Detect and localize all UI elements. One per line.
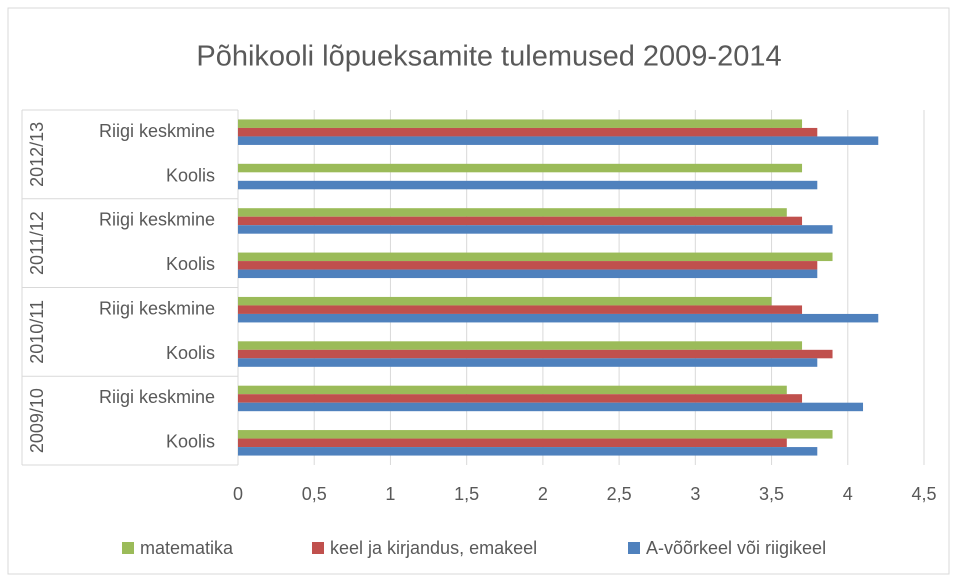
- x-tick-label: 3,5: [759, 484, 784, 504]
- group-label: 2010/11: [27, 300, 47, 364]
- bar: [238, 438, 787, 448]
- bar: [238, 447, 818, 456]
- category-label: Riigi keskmine: [99, 298, 215, 318]
- chart-border: [7, 7, 950, 575]
- legend-label: A-võõrkeel või riigikeel: [646, 538, 826, 558]
- bar: [238, 225, 833, 234]
- x-tick-label: 4: [843, 484, 853, 504]
- bar: [238, 261, 818, 270]
- x-tick-label: 1,5: [454, 484, 479, 504]
- bar: [238, 394, 803, 403]
- category-label: Koolis: [166, 254, 215, 274]
- legend-label: keel ja kirjandus, emakeel: [330, 538, 537, 558]
- bar: [238, 358, 818, 367]
- x-tick-label: 2: [538, 484, 548, 504]
- x-tick-label: 2,5: [607, 484, 632, 504]
- legend-swatch: [122, 542, 134, 554]
- bar: [238, 252, 833, 262]
- category-label: Riigi keskmine: [99, 210, 215, 230]
- x-tick-label: 0: [233, 484, 243, 504]
- x-tick-label: 3: [690, 484, 700, 504]
- bar: [238, 136, 879, 145]
- bar: [238, 216, 803, 226]
- bar: [238, 349, 833, 359]
- legend-label: matematika: [140, 538, 234, 558]
- bar: [238, 305, 803, 314]
- chart-title: Põhikooli lõpueksamite tulemused 2009-20…: [196, 41, 781, 73]
- x-tick-label: 1: [385, 484, 395, 504]
- bar: [238, 163, 803, 173]
- group-label: 2009/10: [27, 388, 47, 453]
- bar: [238, 296, 772, 306]
- category-label: Riigi keskmine: [99, 121, 215, 141]
- x-tick-label: 0,5: [302, 484, 327, 504]
- bar: [238, 402, 864, 412]
- bar: [238, 208, 787, 217]
- bar: [238, 430, 833, 439]
- bar: [238, 180, 818, 190]
- group-label: 2011/12: [27, 211, 47, 275]
- legend-swatch: [628, 542, 640, 554]
- category-label: Koolis: [166, 343, 215, 363]
- bar: [238, 269, 818, 279]
- category-label: Koolis: [166, 165, 215, 185]
- bar: [238, 341, 803, 350]
- legend-swatch: [312, 542, 324, 554]
- bar: [238, 385, 787, 395]
- x-tick-label: 4,5: [911, 484, 936, 504]
- group-label: 2012/13: [27, 122, 47, 187]
- category-label: Riigi keskmine: [99, 387, 215, 407]
- bar: [238, 313, 879, 323]
- category-label: Koolis: [166, 432, 215, 452]
- bar: [238, 127, 818, 137]
- bar: [238, 119, 803, 128]
